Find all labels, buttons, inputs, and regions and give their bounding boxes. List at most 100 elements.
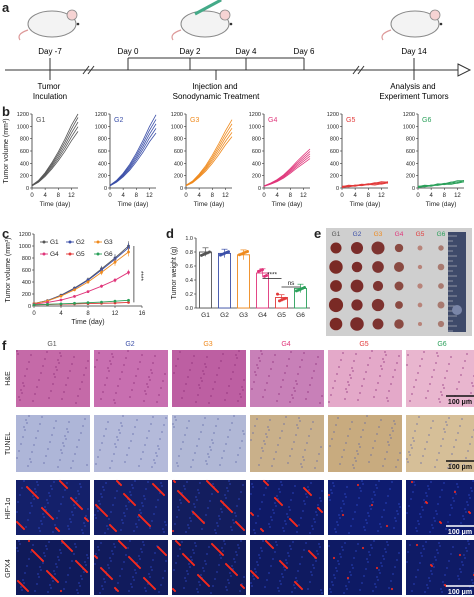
x-tick-label: 0 — [30, 193, 34, 199]
texture-dot — [131, 389, 133, 391]
texture-dot — [413, 386, 415, 388]
texture-dot — [301, 466, 303, 468]
texture-dot — [54, 376, 56, 378]
texture-dot — [330, 394, 332, 396]
signal-dot — [370, 503, 374, 507]
tumor-sample — [350, 317, 364, 331]
texture-dot — [411, 393, 413, 395]
tile-background — [328, 350, 402, 407]
texture-dot — [310, 571, 312, 573]
texture-dot — [317, 504, 319, 506]
day-label: Day 14 — [401, 47, 427, 56]
texture-dot — [303, 459, 305, 461]
texture-dot — [336, 521, 338, 523]
data-point — [73, 288, 76, 292]
texture-dot — [100, 398, 102, 400]
texture-dot — [134, 569, 136, 571]
texture-dot — [353, 557, 355, 559]
micrograph-tile — [328, 415, 402, 472]
column-label: G4 — [281, 341, 290, 348]
texture-dot — [186, 481, 188, 483]
bar-g1 — [199, 251, 212, 309]
texture-dot — [139, 361, 141, 363]
texture-dot — [303, 549, 305, 551]
column-label: G5 — [359, 341, 368, 348]
signal-dot — [51, 517, 55, 521]
texture-dot — [26, 422, 28, 424]
texture-dot — [46, 548, 48, 550]
texture-dot — [352, 464, 354, 466]
texture-dot — [112, 553, 114, 555]
texture-dot — [133, 382, 135, 384]
legend-label: G4 — [50, 251, 59, 258]
texture-dot — [358, 443, 360, 445]
texture-dot — [164, 570, 166, 572]
bar-g3 — [237, 254, 250, 309]
texture-dot — [305, 398, 307, 400]
texture-dot — [304, 449, 306, 451]
texture-dot — [230, 378, 232, 380]
y-tick-label: 1200 — [249, 112, 261, 118]
texture-dot — [70, 521, 72, 523]
texture-dot — [341, 456, 343, 458]
texture-dot — [372, 590, 374, 592]
texture-dot — [243, 379, 245, 381]
texture-dot — [119, 575, 121, 577]
texture-dot — [116, 490, 118, 492]
texture-dot — [334, 528, 336, 530]
texture-dot — [218, 367, 220, 369]
texture-dot — [34, 590, 36, 592]
sig-label: ns — [288, 280, 296, 287]
texture-dot — [136, 526, 138, 528]
sig-label: **** — [267, 272, 278, 279]
texture-dot — [266, 382, 268, 384]
signal-dot — [341, 513, 345, 517]
texture-dot — [346, 391, 348, 393]
texture-dot — [23, 582, 25, 584]
texture-dot — [384, 351, 386, 353]
texture-dot — [162, 577, 164, 579]
texture-dot — [387, 400, 389, 402]
texture-dot — [266, 436, 268, 438]
texture-dot — [341, 510, 343, 512]
texture-dot — [334, 577, 336, 579]
texture-dot — [192, 459, 194, 461]
texture-dot — [232, 519, 234, 521]
texture-dot — [134, 480, 136, 482]
texture-dot — [224, 494, 226, 496]
texture-dot — [357, 543, 359, 545]
texture-dot — [305, 542, 307, 544]
texture-dot — [297, 570, 299, 572]
texture-dot — [434, 520, 436, 522]
texture-dot — [383, 558, 385, 560]
texture-dot — [238, 498, 240, 500]
texture-dot — [43, 516, 45, 518]
texture-dot — [431, 573, 433, 575]
texture-dot — [380, 562, 382, 564]
texture-dot — [107, 421, 109, 423]
signal-dot — [300, 587, 304, 591]
texture-dot — [62, 496, 64, 498]
texture-dot — [66, 428, 68, 430]
texture-dot — [269, 526, 271, 528]
texture-dot — [140, 512, 142, 514]
texture-dot — [408, 505, 410, 507]
texture-dot — [196, 588, 198, 590]
replicate-line — [263, 153, 311, 187]
texture-dot — [268, 375, 270, 377]
texture-dot — [276, 544, 278, 546]
texture-dot — [271, 519, 273, 521]
texture-dot — [153, 513, 155, 515]
texture-dot — [378, 480, 380, 482]
texture-dot — [202, 567, 204, 569]
texture-dot — [125, 505, 127, 507]
texture-dot — [44, 358, 46, 360]
signal-dot — [385, 524, 389, 528]
texture-dot — [337, 560, 339, 562]
texture-dot — [451, 507, 453, 509]
texture-dot — [278, 488, 280, 490]
texture-dot — [460, 374, 462, 376]
texture-dot — [335, 567, 337, 569]
texture-dot — [99, 592, 101, 594]
